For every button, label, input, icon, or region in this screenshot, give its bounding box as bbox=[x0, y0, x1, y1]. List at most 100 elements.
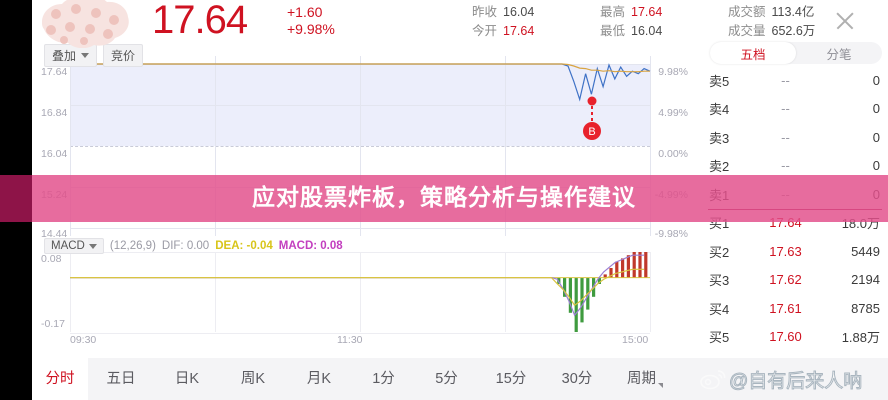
order-level-label: 买2 bbox=[709, 244, 730, 260]
order-book-row[interactable]: 卖5 -- 0 bbox=[704, 66, 888, 95]
y-axis-label: 16.04 bbox=[41, 148, 68, 160]
order-volume: 5449 bbox=[851, 243, 880, 259]
order-volume: 2194 bbox=[851, 272, 880, 288]
timeframe-tab-9[interactable]: 周期 bbox=[610, 358, 680, 400]
order-level-label: 卖4 bbox=[709, 102, 730, 118]
quote-label: 最高 bbox=[600, 5, 626, 19]
overlay-banner bbox=[0, 175, 888, 222]
order-volume: 8785 bbox=[851, 300, 880, 316]
quote-label: 今开 bbox=[472, 24, 498, 38]
tab-five-levels[interactable]: 五档 bbox=[710, 42, 796, 64]
gridline-v bbox=[70, 56, 71, 236]
order-price: -- bbox=[781, 129, 790, 145]
overlay-button[interactable]: 叠加 bbox=[44, 44, 98, 67]
order-book-row[interactable]: 买3 17.62 2194 bbox=[704, 266, 888, 295]
gridline-v bbox=[650, 252, 651, 332]
macd-name: MACD bbox=[51, 240, 85, 252]
macd-macd-value: MACD: 0.08 bbox=[278, 240, 343, 252]
y-axis-label: 14.44 bbox=[41, 228, 68, 240]
order-book-rows: 卖5--0卖4--0卖3--0卖2--0卖1--0买117.6418.0万买21… bbox=[704, 66, 888, 351]
macd-dea-value: DEA: -0.04 bbox=[215, 240, 273, 252]
y-axis-pct-label: 0.00% bbox=[658, 148, 688, 160]
quote-value: 17.64 bbox=[503, 24, 535, 38]
order-book-row[interactable]: 卖2 -- 0 bbox=[704, 152, 888, 181]
gridline-v bbox=[215, 252, 216, 332]
overlay-banner-text: 应对股票炸板，策略分析与操作建议 bbox=[252, 185, 636, 211]
auction-label: 竞价 bbox=[111, 49, 136, 63]
quote-low: 最低 16.04 bbox=[600, 22, 662, 41]
macd-header: MACD (12,26,9) DIF: 0.00 DEA: -0.04 MACD… bbox=[44, 238, 343, 254]
gridline-v bbox=[360, 56, 361, 236]
order-book-row[interactable]: 买4 17.61 8785 bbox=[704, 294, 888, 323]
timeframe-tab-3[interactable]: 周K bbox=[240, 371, 266, 387]
buy-signal-marker[interactable]: B bbox=[583, 95, 601, 148]
macd-params: (12,26,9) bbox=[109, 240, 156, 252]
floral-sticker-decoration bbox=[18, 0, 140, 49]
quote-prev-close: 昨收 16.04 bbox=[472, 3, 534, 22]
time-axis: 09:30 11:30 15:00 bbox=[40, 334, 688, 350]
macd-indicator-button[interactable]: MACD bbox=[44, 238, 104, 254]
order-price: -- bbox=[781, 72, 790, 88]
overlay-banner-left-edge bbox=[0, 175, 32, 222]
chevron-down-icon bbox=[88, 243, 97, 249]
timeframe-tab-2[interactable]: 日K bbox=[174, 371, 200, 387]
timeframe-tab-4[interactable]: 月K bbox=[306, 371, 332, 387]
watermark: @自有后来人呐 bbox=[700, 364, 863, 394]
timeframe-tab-7[interactable]: 15分 bbox=[495, 371, 527, 387]
gridline-v bbox=[215, 56, 216, 236]
order-level-label: 买3 bbox=[709, 273, 730, 289]
order-volume: 0 bbox=[872, 129, 880, 145]
x-axis-label: 15:00 bbox=[622, 334, 649, 346]
timeframe-tab-6[interactable]: 5分 bbox=[435, 371, 458, 387]
quote-value: 652.6万 bbox=[771, 24, 816, 38]
order-level-label: 卖2 bbox=[709, 159, 730, 175]
gridline-v bbox=[70, 252, 71, 332]
quote-high: 最高 17.64 bbox=[600, 3, 662, 22]
quote-value: 16.04 bbox=[503, 5, 535, 19]
order-price: 17.61 bbox=[769, 300, 802, 316]
quote-volume: 成交量 652.6万 bbox=[728, 22, 815, 41]
quote-open: 今开 17.64 bbox=[472, 22, 534, 41]
timeframe-tab-8[interactable]: 30分 bbox=[561, 371, 593, 387]
price-change-block: +1.60 +9.98% bbox=[287, 4, 335, 38]
macd-svg bbox=[70, 252, 650, 332]
order-price: -- bbox=[781, 158, 790, 174]
quote-value: 16.04 bbox=[631, 24, 663, 38]
order-price: -- bbox=[781, 101, 790, 117]
order-book-row[interactable]: 卖3 -- 0 bbox=[704, 123, 888, 152]
price-line-svg bbox=[70, 63, 651, 102]
timeframe-tab-0[interactable]: 分时 bbox=[32, 358, 88, 400]
y-axis-pct-label: 9.98% bbox=[658, 66, 688, 78]
timeframe-tab-1[interactable]: 五日 bbox=[106, 371, 136, 387]
macd-chart[interactable]: 0.08 -0.17 bbox=[40, 252, 688, 334]
order-book-tabs: 五档 分笔 bbox=[710, 42, 882, 64]
quote-label: 成交额 bbox=[728, 5, 766, 19]
order-price: 17.62 bbox=[769, 272, 802, 288]
price-change-pct: +9.98% bbox=[287, 21, 335, 37]
auction-button[interactable]: 竞价 bbox=[103, 44, 144, 67]
order-level-label: 买4 bbox=[709, 301, 730, 317]
x-axis-label: 11:30 bbox=[337, 334, 363, 346]
order-price: 17.63 bbox=[769, 243, 802, 259]
order-book-row[interactable]: 卖4 -- 0 bbox=[704, 95, 888, 124]
order-volume: 0 bbox=[872, 101, 880, 117]
y-axis-label: 17.64 bbox=[41, 66, 68, 78]
tab-tick-trades[interactable]: 分笔 bbox=[826, 47, 852, 62]
close-icon[interactable] bbox=[832, 8, 858, 34]
order-book-row[interactable]: 买2 17.63 5449 bbox=[704, 237, 888, 266]
order-level-label: 卖3 bbox=[709, 130, 730, 146]
order-volume: 0 bbox=[872, 72, 880, 88]
gridline-v bbox=[650, 56, 651, 236]
quote-col-3: 成交额 113.4亿 成交量 652.6万 bbox=[728, 3, 815, 41]
watermark-handle: @自有后来人呐 bbox=[728, 370, 863, 392]
order-book-row[interactable]: 买5 17.60 1.88万 bbox=[704, 323, 888, 352]
overlay-label: 叠加 bbox=[52, 49, 77, 63]
quote-value: 17.64 bbox=[631, 5, 663, 19]
order-level-label: 卖5 bbox=[709, 73, 730, 89]
quote-label: 成交量 bbox=[728, 24, 766, 38]
macd-y-bottom-label: -0.17 bbox=[41, 318, 65, 330]
gridline-v bbox=[505, 252, 506, 332]
timeframe-tab-5[interactable]: 1分 bbox=[372, 371, 395, 387]
chevron-down-icon bbox=[658, 383, 663, 388]
